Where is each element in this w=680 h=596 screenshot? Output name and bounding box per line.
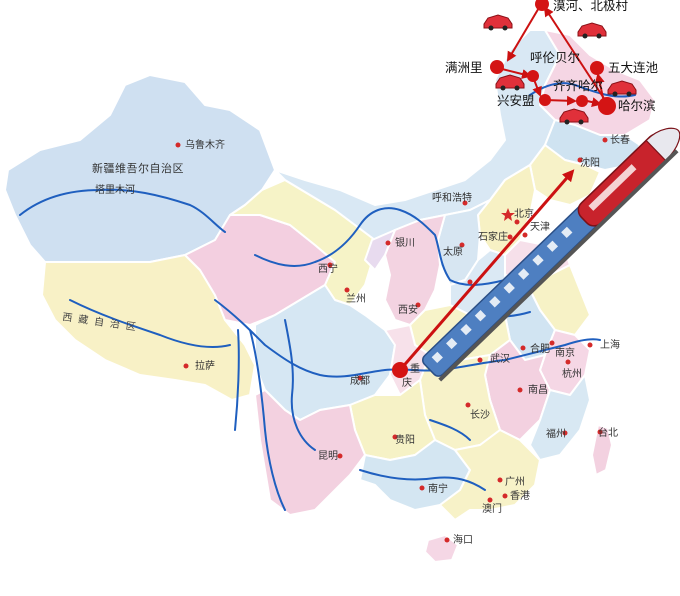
car-icon bbox=[483, 14, 513, 31]
yangtze-river bbox=[214, 299, 601, 378]
xi-river-2 bbox=[429, 419, 471, 441]
city-chongqing-a: 重 bbox=[410, 362, 420, 375]
city-hefei: 合肥 bbox=[530, 342, 550, 355]
city-yinchuan: 银川 bbox=[395, 236, 415, 249]
city-shanghai: 上海 bbox=[600, 338, 620, 351]
car-icons bbox=[483, 14, 637, 125]
car-icon bbox=[607, 80, 637, 97]
city-lanzhou: 兰州 bbox=[346, 292, 366, 305]
city-beijing: 北京 bbox=[514, 207, 534, 220]
stop-xinganmeng: 兴安盟 bbox=[497, 93, 535, 108]
city-nanning: 南宁 bbox=[428, 482, 448, 495]
stop-mohe: 漠河、北极村 bbox=[553, 0, 629, 13]
city-markers bbox=[175, 137, 608, 543]
city-macau: 澳门 bbox=[482, 502, 502, 515]
stop-manzhouli: 满洲里 bbox=[445, 60, 483, 75]
city-shenyang: 沈阳 bbox=[580, 156, 600, 169]
city-xining: 西宁 bbox=[318, 262, 338, 275]
city-chongqing-b: 庆 bbox=[402, 376, 412, 389]
province-ningxia bbox=[364, 229, 396, 271]
province-xizang bbox=[41, 254, 256, 401]
star-icon bbox=[501, 208, 515, 221]
tarim-river bbox=[19, 188, 226, 233]
origin-marker bbox=[392, 362, 408, 378]
route-arrow-icon bbox=[398, 169, 575, 371]
region-tarim: 塔里木河 bbox=[95, 183, 135, 196]
car-icon bbox=[495, 74, 525, 91]
nu-river bbox=[234, 329, 240, 431]
city-haikou: 海口 bbox=[453, 533, 473, 546]
stop-wudalianchi: 五大连池 bbox=[608, 60, 659, 75]
province-gansu bbox=[229, 179, 376, 306]
city-changsha: 长沙 bbox=[470, 409, 490, 421]
province-taiwan bbox=[591, 424, 613, 476]
province-hainan bbox=[424, 534, 459, 563]
yarlung-river bbox=[69, 299, 231, 348]
yellow-river bbox=[254, 207, 551, 286]
city-urumqi: 乌鲁木齐 bbox=[185, 138, 225, 151]
city-nanjing: 南京 bbox=[555, 346, 575, 359]
city-fuzhou: 福州 bbox=[546, 427, 566, 440]
province-guangdong bbox=[439, 429, 541, 521]
car-icon bbox=[577, 22, 607, 39]
city-kunming: 昆明 bbox=[318, 450, 338, 462]
city-taipei: 台北 bbox=[598, 426, 618, 439]
jinsha-river bbox=[284, 319, 316, 451]
city-tianjin: 天津 bbox=[530, 221, 550, 233]
city-shijiazhuang: 石家庄 bbox=[478, 230, 508, 243]
pearl-river bbox=[359, 469, 486, 491]
provinces bbox=[4, 29, 656, 563]
stop-qiqihar: 齐齐哈尔 bbox=[553, 78, 603, 93]
city-hongkong: 香港 bbox=[510, 490, 530, 502]
city-taiyuan: 太原 bbox=[443, 245, 463, 258]
city-xian: 西安 bbox=[398, 303, 418, 316]
city-lhasa: 拉萨 bbox=[195, 359, 215, 372]
province-fujian bbox=[529, 374, 591, 461]
city-changchun: 长春 bbox=[610, 134, 630, 146]
city-guiyang: 贵阳 bbox=[395, 433, 415, 446]
city-nanchang: 南昌 bbox=[528, 383, 548, 396]
car-icon bbox=[559, 108, 589, 125]
train-icon bbox=[422, 127, 680, 382]
stop-hulunbuir: 呼伦贝尔 bbox=[530, 50, 580, 65]
region-xinjiang: 新疆维吾尔自治区 bbox=[92, 161, 184, 175]
city-guangzhou: 广州 bbox=[505, 476, 525, 488]
heilong-river bbox=[529, 82, 636, 98]
city-hohhot: 呼和浩特 bbox=[432, 192, 472, 204]
stop-harbin: 哈尔滨 bbox=[618, 98, 656, 113]
route-stops bbox=[490, 0, 616, 115]
rivers bbox=[19, 82, 636, 511]
city-chengdu: 成都 bbox=[350, 375, 370, 387]
lancang-river bbox=[249, 329, 286, 511]
city-hangzhou: 杭州 bbox=[562, 367, 582, 380]
city-wuhan: 武汉 bbox=[490, 352, 510, 365]
